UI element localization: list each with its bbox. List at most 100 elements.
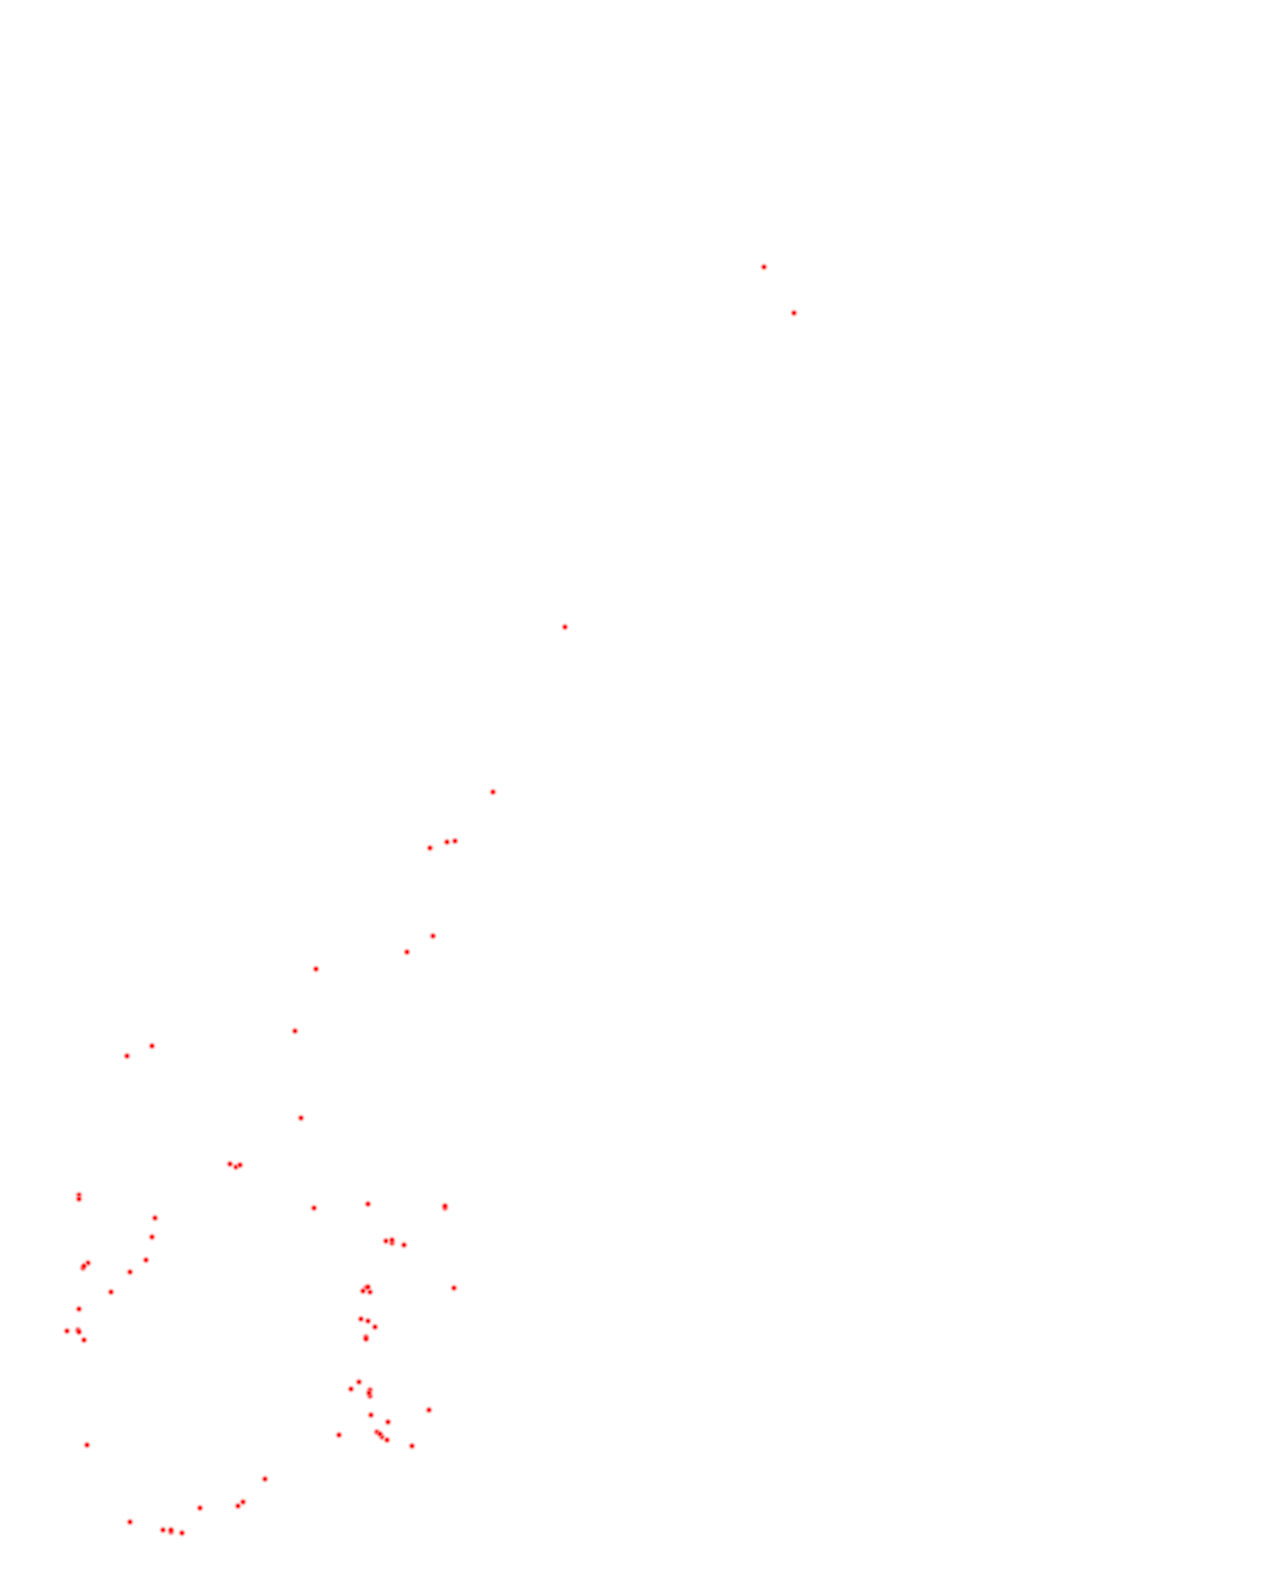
hotspot-point [428, 931, 438, 941]
hotspot-point [74, 1327, 84, 1337]
hotspot-core [369, 1413, 373, 1417]
hotspot-point [488, 787, 498, 797]
hotspot-point [260, 1474, 270, 1484]
hotspot-core [125, 1054, 129, 1058]
hotspot-core [431, 934, 435, 938]
hotspot-core [82, 1264, 86, 1268]
hotspot-core [299, 1116, 303, 1120]
hotspot-point [425, 843, 435, 853]
hotspot-point [147, 1232, 157, 1242]
hotspot-core [128, 1270, 132, 1274]
hotspot-point [79, 1335, 89, 1345]
hotspot-core [180, 1531, 184, 1535]
hotspot-point [122, 1051, 132, 1061]
hotspot-core [385, 1438, 389, 1442]
hotspot-core [373, 1325, 377, 1329]
hotspot-point [235, 1160, 245, 1170]
hotspot-core [443, 1204, 447, 1208]
hotspot-core [366, 1202, 370, 1206]
hotspot-point [74, 1194, 84, 1204]
hotspot-core [563, 625, 567, 629]
hotspot-point [74, 1304, 84, 1314]
hotspot-core [378, 1432, 382, 1436]
hotspot-core [366, 1285, 370, 1289]
hotspot-core [263, 1477, 267, 1481]
hotspot-point [195, 1503, 205, 1513]
hotspot-point [382, 1435, 392, 1445]
hotspot-core [427, 1408, 431, 1412]
hotspot-core [238, 1163, 242, 1167]
hotspot-point [334, 1430, 344, 1440]
hotspot-core [384, 1239, 388, 1243]
hotspot-core [491, 790, 495, 794]
hotspot-core [65, 1329, 69, 1333]
hotspot-core [359, 1317, 363, 1321]
hotspot-point [363, 1199, 373, 1209]
hotspot-core [792, 311, 796, 315]
hotspot-point [296, 1113, 306, 1123]
hotspot-point [789, 308, 799, 318]
hotspot-core [364, 1337, 368, 1341]
point-layer [62, 262, 799, 1538]
hotspot-core [85, 1443, 89, 1447]
hotspot-point [440, 1201, 450, 1211]
hotspot-core [361, 1289, 365, 1293]
hotspot-point [407, 1441, 417, 1451]
hotspot-core [150, 1235, 154, 1239]
hotspot-point [450, 836, 460, 846]
hotspot-core [77, 1307, 81, 1311]
hotspot-core [452, 1286, 456, 1290]
hotspot-point [106, 1287, 116, 1297]
hotspot-core [357, 1380, 361, 1384]
hotspot-core [109, 1290, 113, 1294]
hotspot-core [77, 1197, 81, 1201]
hotspot-core [228, 1162, 232, 1166]
hotspot-core [390, 1238, 394, 1242]
hotspot-core [402, 1243, 406, 1247]
hotspot-point [383, 1417, 393, 1427]
hotspot-core [77, 1330, 81, 1334]
hotspot-point [225, 1159, 235, 1169]
hotspot-point [370, 1322, 380, 1332]
hotspot-point [311, 964, 321, 974]
hotspot-point [375, 1429, 385, 1439]
hotspot-core [128, 1520, 132, 1524]
hotspot-point [147, 1041, 157, 1051]
hotspot-point [449, 1283, 459, 1293]
hotspot-point [233, 1501, 243, 1511]
hotspot-core [198, 1506, 202, 1510]
hotspot-point [141, 1255, 151, 1265]
hotspot-point [125, 1517, 135, 1527]
hotspot-point [366, 1410, 376, 1420]
hotspot-core [453, 839, 457, 843]
hotspot-core [153, 1216, 157, 1220]
hotspot-core [762, 265, 766, 269]
hotspot-core [349, 1387, 353, 1391]
hotspot-point [402, 947, 412, 957]
hotspot-core [445, 840, 449, 844]
hotspot-point [177, 1528, 187, 1538]
hotspot-core [236, 1504, 240, 1508]
hotspot-core [169, 1528, 173, 1532]
hotspot-point [346, 1384, 356, 1394]
hotspot-core [314, 967, 318, 971]
hotspot-point [442, 837, 452, 847]
hotspot-point [399, 1240, 409, 1250]
hotspot-point [62, 1326, 72, 1336]
hotspot-point [125, 1267, 135, 1277]
hotspot-core [144, 1258, 148, 1262]
hotspot-core [82, 1338, 86, 1342]
hotspot-point [166, 1525, 176, 1535]
hotspot-core [161, 1528, 165, 1532]
hotspot-point [82, 1440, 92, 1450]
hotspot-point [150, 1213, 160, 1223]
hotspot-point [158, 1525, 168, 1535]
hotspot-core [150, 1044, 154, 1048]
hotspot-point [363, 1316, 373, 1326]
hotspot-point [309, 1203, 319, 1213]
hotspot-core [386, 1420, 390, 1424]
hotspot-core [366, 1319, 370, 1323]
hotspot-point [759, 262, 769, 272]
hotspot-core [241, 1500, 245, 1504]
